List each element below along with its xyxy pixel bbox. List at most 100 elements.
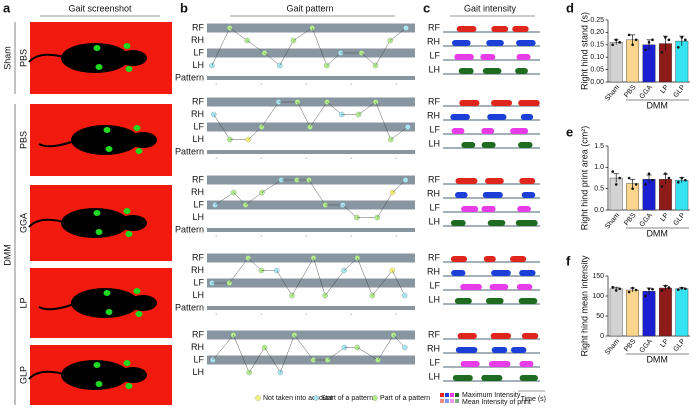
- pattern-link: [261, 101, 279, 128]
- track-label: RH: [427, 110, 440, 120]
- intensity-blob: [490, 100, 513, 106]
- data-point: [680, 36, 684, 39]
- axis-tick-text: ·: [395, 233, 397, 240]
- track-label: RH: [427, 188, 440, 198]
- panel-letter: f: [566, 253, 571, 268]
- intensity-blob: [485, 178, 504, 184]
- paw: [95, 381, 103, 387]
- x-tick-label: GGA: [639, 212, 655, 229]
- track-label: RF: [192, 329, 204, 339]
- pattern-link: [392, 179, 406, 193]
- intensity-blob: [491, 347, 508, 353]
- data-point: [684, 178, 687, 182]
- track-label: LH: [192, 290, 204, 300]
- axis-tick-text: ·: [305, 233, 307, 240]
- column-title: Gait intensity: [464, 3, 517, 13]
- intensity-blob: [487, 114, 507, 120]
- mouse-body: [61, 208, 129, 238]
- axis-tick-text: ·: [260, 81, 262, 88]
- y-tick-label: 100: [592, 293, 604, 300]
- intensity-blob: [450, 220, 466, 226]
- axis-tick-text: ·: [395, 81, 397, 88]
- intensity-blob: [481, 128, 495, 134]
- paw: [93, 45, 101, 51]
- track-label: RH: [427, 36, 440, 46]
- mouse-head: [119, 215, 147, 231]
- mouse-body: [71, 288, 139, 318]
- bar: [626, 289, 640, 337]
- legend-swatch: [445, 393, 449, 397]
- data-point: [660, 289, 664, 292]
- pattern-link: [312, 27, 327, 66]
- intensity-blob: [516, 54, 531, 60]
- pattern-link: [342, 204, 357, 218]
- intensity-blob: [454, 54, 474, 60]
- data-point: [611, 170, 614, 173]
- track-label: RF: [428, 96, 440, 106]
- intensity-blob: [485, 298, 504, 304]
- data-point: [634, 288, 638, 292]
- track-band: [207, 228, 415, 232]
- intensity-blob: [455, 178, 478, 184]
- pattern-link: [233, 334, 250, 373]
- track-label: RF: [428, 252, 440, 262]
- pattern-link: [308, 179, 326, 206]
- pattern-dot: [230, 332, 237, 338]
- legend-swatch: [455, 399, 459, 403]
- pattern-link: [375, 101, 391, 140]
- pattern-link: [247, 257, 262, 271]
- pattern-link: [377, 334, 394, 361]
- bar: [675, 179, 689, 211]
- pattern-dot: [211, 111, 217, 118]
- track-label: RF: [428, 329, 440, 339]
- pattern-link: [390, 126, 408, 140]
- track-label: LF: [429, 124, 440, 134]
- track-label: LH: [192, 367, 204, 377]
- mouse: [28, 208, 147, 238]
- data-point: [644, 294, 647, 298]
- group-label: DMM: [646, 354, 668, 364]
- data-point: [611, 285, 614, 289]
- pattern-link: [313, 257, 326, 296]
- pattern-link: [229, 257, 249, 284]
- intensity-blob: [516, 284, 533, 290]
- data-point: [667, 38, 671, 42]
- data-point: [634, 38, 638, 42]
- data-point: [627, 33, 631, 37]
- legend-swatch: [455, 393, 459, 397]
- track-label: Pattern: [175, 224, 204, 234]
- pattern-link: [392, 270, 405, 296]
- column-title: Gait pattern: [286, 3, 333, 13]
- y-tick-label: 0: [600, 333, 604, 340]
- track-label: RF: [192, 252, 204, 262]
- data-point: [647, 172, 651, 176]
- intensity-blob: [450, 114, 470, 120]
- mouse-head: [119, 367, 147, 383]
- intensity-blob: [454, 192, 468, 198]
- panel-letter: d: [566, 0, 574, 15]
- paw: [133, 125, 141, 131]
- intensity-blob: [519, 178, 536, 184]
- track-label: LF: [429, 50, 440, 60]
- intensity-blob: [519, 270, 536, 276]
- data-point: [631, 286, 634, 290]
- x-tick-label: GGA: [639, 84, 655, 101]
- legend-text: Not taken into account: [263, 395, 333, 402]
- track-label: LH: [428, 138, 440, 148]
- pattern-link: [264, 52, 280, 66]
- intensity-blob: [515, 68, 528, 74]
- pattern-link: [297, 101, 311, 128]
- data-point: [618, 176, 621, 180]
- track-label: RH: [191, 342, 204, 352]
- paw: [135, 311, 143, 317]
- track-label: RF: [428, 22, 440, 32]
- paw: [105, 146, 113, 152]
- track-label: RH: [191, 265, 204, 275]
- pattern-link: [357, 347, 379, 361]
- pattern-link: [358, 101, 376, 115]
- track-label: RF: [428, 174, 440, 184]
- pattern-link: [361, 52, 376, 66]
- pattern-link: [294, 334, 314, 361]
- track-label: LH: [192, 212, 204, 222]
- group-label: DMM: [646, 100, 668, 110]
